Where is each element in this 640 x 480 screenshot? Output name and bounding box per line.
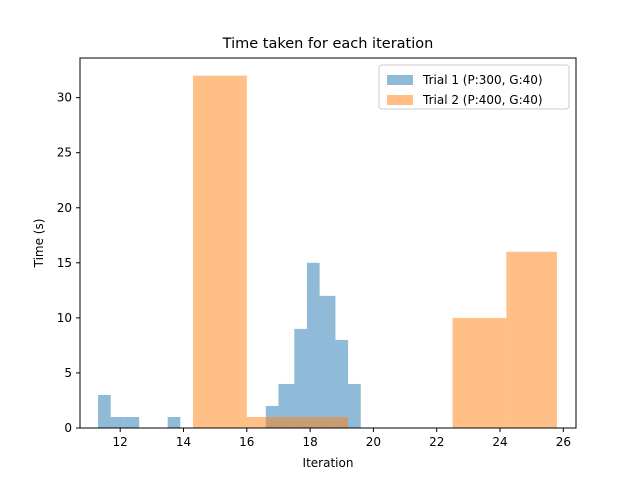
bar-series1-4 [167, 416, 181, 428]
bar-series2-5 [506, 251, 558, 428]
bar-series1-3 [123, 416, 140, 428]
bar-series2-4 [452, 317, 507, 428]
plot-frame [79, 57, 577, 429]
legend-label-series1: Trial 1 (P:300, G:40) [422, 73, 543, 87]
bar-series2-2 [246, 416, 266, 428]
legend-swatch-series1 [387, 75, 413, 85]
bars-layer [98, 75, 558, 428]
ticks-layer: 12 14 16 18 20 22 24 26 0 5 10 15 20 25 30 [57, 91, 571, 449]
bar-series1-2 [110, 416, 124, 428]
bar-series1-9 [319, 295, 336, 428]
legend-label-series2: Trial 2 (P:400, G:40) [422, 93, 543, 107]
bar-series1-10 [335, 339, 349, 428]
x-tick-label: 18 [302, 435, 317, 449]
legend-box [378, 64, 570, 110]
bar-series1-1 [98, 394, 111, 428]
bar-series1-7 [294, 328, 307, 428]
bar-series2-1 [193, 75, 247, 428]
x-axis-label: Iteration [303, 456, 354, 470]
x-tick-label: 20 [366, 435, 381, 449]
bar-series1-8 [306, 262, 320, 428]
y-tick-label: 25 [57, 146, 72, 160]
legend: Trial 1 (P:300, G:40) Trial 2 (P:400, G:4… [378, 64, 570, 110]
y-tick-label: 0 [64, 421, 72, 435]
x-tick-label: 26 [556, 435, 571, 449]
legend-swatch-series2 [387, 95, 413, 105]
x-tick-label: 14 [176, 435, 191, 449]
y-tick-label: 5 [64, 366, 72, 380]
y-tick-label: 15 [57, 256, 72, 270]
y-tick-label: 10 [57, 311, 72, 325]
x-tick-label: 12 [113, 435, 128, 449]
x-tick-label: 22 [429, 435, 444, 449]
bar-series1-11 [348, 383, 361, 428]
y-tick-label: 20 [57, 201, 72, 215]
x-tick-label: 24 [492, 435, 507, 449]
x-tick-label: 16 [239, 435, 254, 449]
y-axis-label: Time (s) [32, 219, 46, 269]
chart-title: Time taken for each iteration [222, 36, 434, 52]
bar-series2-3 [265, 416, 349, 428]
y-tick-label: 30 [57, 91, 72, 105]
